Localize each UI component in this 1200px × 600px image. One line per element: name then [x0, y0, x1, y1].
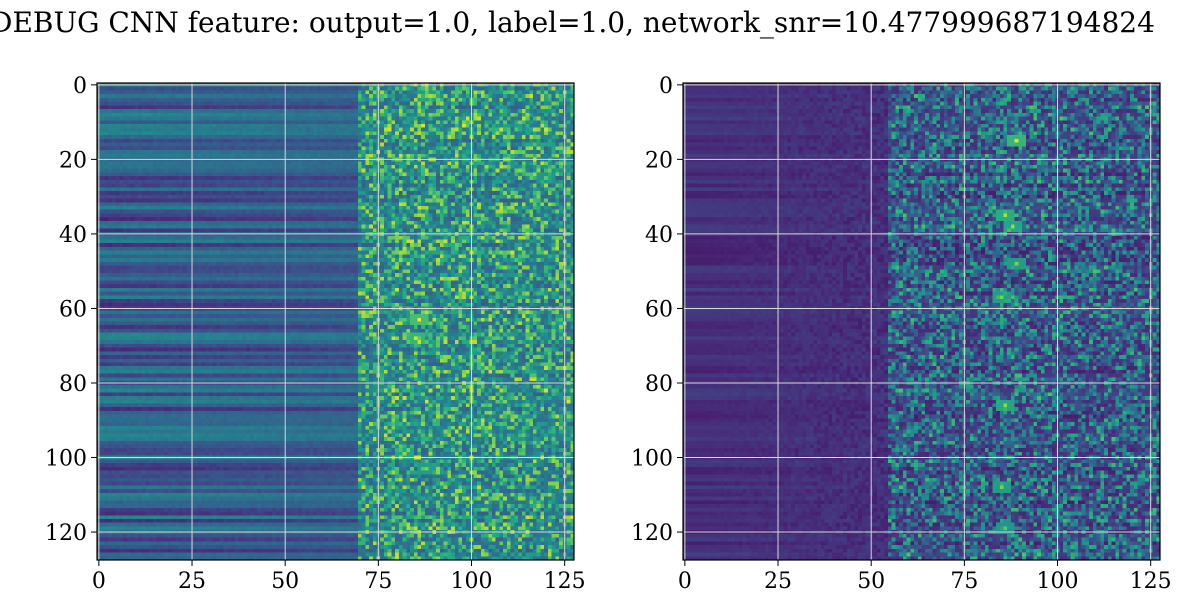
x-tick-label: 25 — [764, 569, 792, 594]
y-tick-label: 100 — [45, 447, 87, 472]
heatmap-panel-left: 0 25 50 75 100 125 0 20 40 60 80 100 120 — [45, 74, 586, 594]
figure-title: DEBUG CNN feature: output=1.0, label=1.0… — [0, 6, 1200, 46]
x-tick-label: 125 — [544, 569, 586, 594]
x-tick-label: 100 — [1037, 569, 1079, 594]
y-tick-label: 0 — [73, 74, 87, 99]
axes-frame — [682, 82, 1161, 561]
y-tick-label: 120 — [631, 521, 673, 546]
x-tick-label: 75 — [950, 569, 978, 594]
y-tick-label: 80 — [59, 372, 87, 397]
x-tick-label: 50 — [271, 569, 299, 594]
y-tick-label: 40 — [59, 223, 87, 248]
x-tick-label: 0 — [678, 569, 692, 594]
y-tick-label: 20 — [645, 148, 673, 173]
x-tick-label: 100 — [451, 569, 493, 594]
y-tick-label: 60 — [59, 297, 87, 322]
axes-frame — [96, 82, 575, 561]
heatmap-image — [683, 83, 1160, 560]
x-tick-label: 25 — [178, 569, 206, 594]
y-tick-label: 80 — [645, 372, 673, 397]
x-tick-label: 75 — [364, 569, 392, 594]
y-tick-label: 20 — [59, 148, 87, 173]
figure-title-text: DEBUG CNN feature: output=1.0, label=1.0… — [0, 6, 1155, 39]
x-tick-label: 50 — [857, 569, 885, 594]
heatmap-image — [97, 83, 574, 560]
y-tick-label: 0 — [659, 74, 673, 99]
y-tick-label: 100 — [631, 447, 673, 472]
y-tick-label: 60 — [645, 297, 673, 322]
y-tick-label: 120 — [45, 521, 87, 546]
y-tick-label: 40 — [645, 223, 673, 248]
x-tick-label: 0 — [92, 569, 106, 594]
x-tick-label: 125 — [1130, 569, 1172, 594]
heatmap-panel-right: 0 25 50 75 100 125 0 20 40 60 80 100 120 — [631, 74, 1172, 594]
